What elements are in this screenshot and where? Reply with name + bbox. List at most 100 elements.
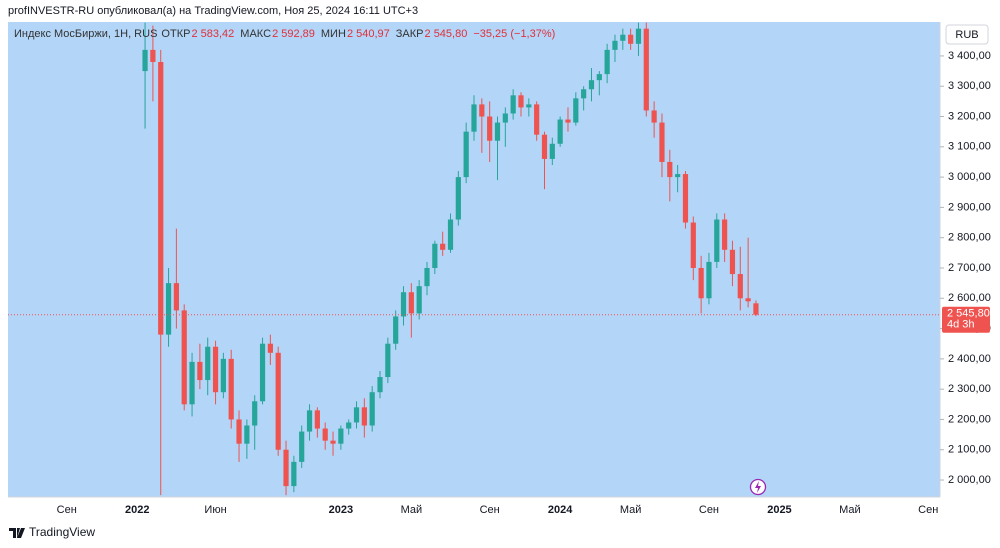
candle-body [283, 449, 289, 487]
candle-body [698, 267, 704, 299]
candle-body [722, 219, 728, 250]
legend-name: Индекс МосБиржи, 1H, RUS [14, 28, 157, 40]
y-tick-label: 3 000,00 [948, 171, 991, 183]
candle-body [244, 425, 250, 444]
candle-body [338, 428, 344, 444]
candle-body [447, 219, 454, 250]
candle-body [205, 346, 211, 381]
legend-label: МАКС [240, 28, 271, 40]
y-tick-label: 2 700,00 [948, 262, 991, 274]
candle-body [455, 177, 461, 220]
x-tick-label: Сен [918, 504, 938, 516]
plot-background [8, 22, 940, 497]
y-tick-label: 2 100,00 [948, 444, 991, 456]
candle-body [581, 89, 587, 99]
candle-body [314, 410, 320, 429]
candle-body [267, 343, 273, 353]
candle-body [173, 283, 179, 311]
legend-change: −35,25 (−1,37%) [473, 28, 555, 40]
x-tick-label: 2025 [767, 504, 791, 516]
y-tick-label: 2 300,00 [948, 383, 991, 395]
candle-body [275, 352, 281, 450]
candles [142, 22, 759, 496]
x-tick-label: Май [839, 504, 861, 516]
candle-body [463, 131, 469, 178]
attribution: profINVESTR-RU опубликовал(а) на Trading… [8, 5, 418, 17]
candle-body [165, 283, 172, 335]
candle-body [596, 74, 602, 81]
candle-body [197, 361, 203, 381]
y-tick-label: 2 600,00 [948, 292, 991, 304]
candle-body [510, 95, 516, 114]
candle-body [706, 261, 712, 299]
last-price-label: 2 545,80 [947, 308, 990, 320]
candle-body [291, 461, 297, 487]
candle-body [565, 119, 571, 123]
y-tick-label: 3 400,00 [948, 50, 991, 62]
candle-body [353, 407, 360, 423]
x-tick-label: Май [401, 504, 423, 516]
candle-body [322, 428, 328, 441]
candle-body [306, 410, 313, 432]
candle-body [142, 49, 148, 72]
x-tick-label: Сен [57, 504, 77, 516]
candle-body [588, 80, 595, 90]
currency[interactable]: RUB [955, 29, 978, 41]
countdown: 4d 3h [947, 319, 975, 331]
y-tick-label: 3 100,00 [948, 141, 991, 153]
tv-logo: TradingView [9, 525, 95, 539]
candle-body [635, 28, 642, 44]
candle-body [400, 292, 407, 317]
candle-body [361, 407, 367, 426]
legend-value: 2 540,97 [347, 28, 390, 40]
candle-body [408, 292, 414, 314]
candle-body [479, 104, 485, 117]
candle-body [573, 98, 579, 123]
x-tick-label: Июн [204, 504, 226, 516]
y-tick-label: 2 400,00 [948, 353, 991, 365]
candle-body [212, 346, 219, 393]
x-tick-label: Сен [480, 504, 500, 516]
candle-body [346, 422, 352, 429]
x-tick-label: 2024 [548, 504, 573, 516]
candle-body [745, 298, 751, 302]
candle-body [393, 316, 399, 344]
candle-body [643, 28, 649, 111]
footer: TradingView [29, 525, 95, 539]
candle-body [534, 104, 540, 135]
candle-body [518, 95, 524, 108]
candle-body [628, 34, 634, 44]
x-tick-label: Сен [699, 504, 719, 516]
candle-body [189, 361, 195, 405]
candle-body [620, 34, 626, 41]
candle-body [612, 40, 618, 50]
candle-body [252, 401, 258, 426]
x-tick-label: Май [620, 504, 642, 516]
candle-body [651, 110, 657, 123]
legend-value: 2 545,80 [425, 28, 468, 40]
legend-label: МИН [321, 28, 346, 40]
last-price-box [942, 306, 990, 333]
y-tick-label: 3 200,00 [948, 110, 991, 122]
candle-body [487, 116, 493, 141]
candle-body [526, 104, 532, 108]
candle-body [369, 392, 375, 426]
candle-body [299, 431, 305, 462]
candle-body [549, 143, 555, 159]
candle-body [675, 174, 681, 178]
candle-body [714, 219, 720, 262]
candle-body [416, 286, 422, 314]
y-tick-label: 2 000,00 [948, 474, 991, 486]
candle-body [604, 49, 610, 75]
currency-box[interactable] [945, 24, 989, 45]
candle-body [440, 243, 446, 250]
candle-body [471, 104, 477, 132]
candle-body [494, 122, 501, 141]
y-tick-label: 2 800,00 [948, 232, 991, 244]
candle-body [259, 343, 266, 402]
candle-body [432, 243, 438, 268]
tv-logo-icon [9, 528, 25, 538]
legend-value: 2 592,89 [272, 28, 315, 40]
